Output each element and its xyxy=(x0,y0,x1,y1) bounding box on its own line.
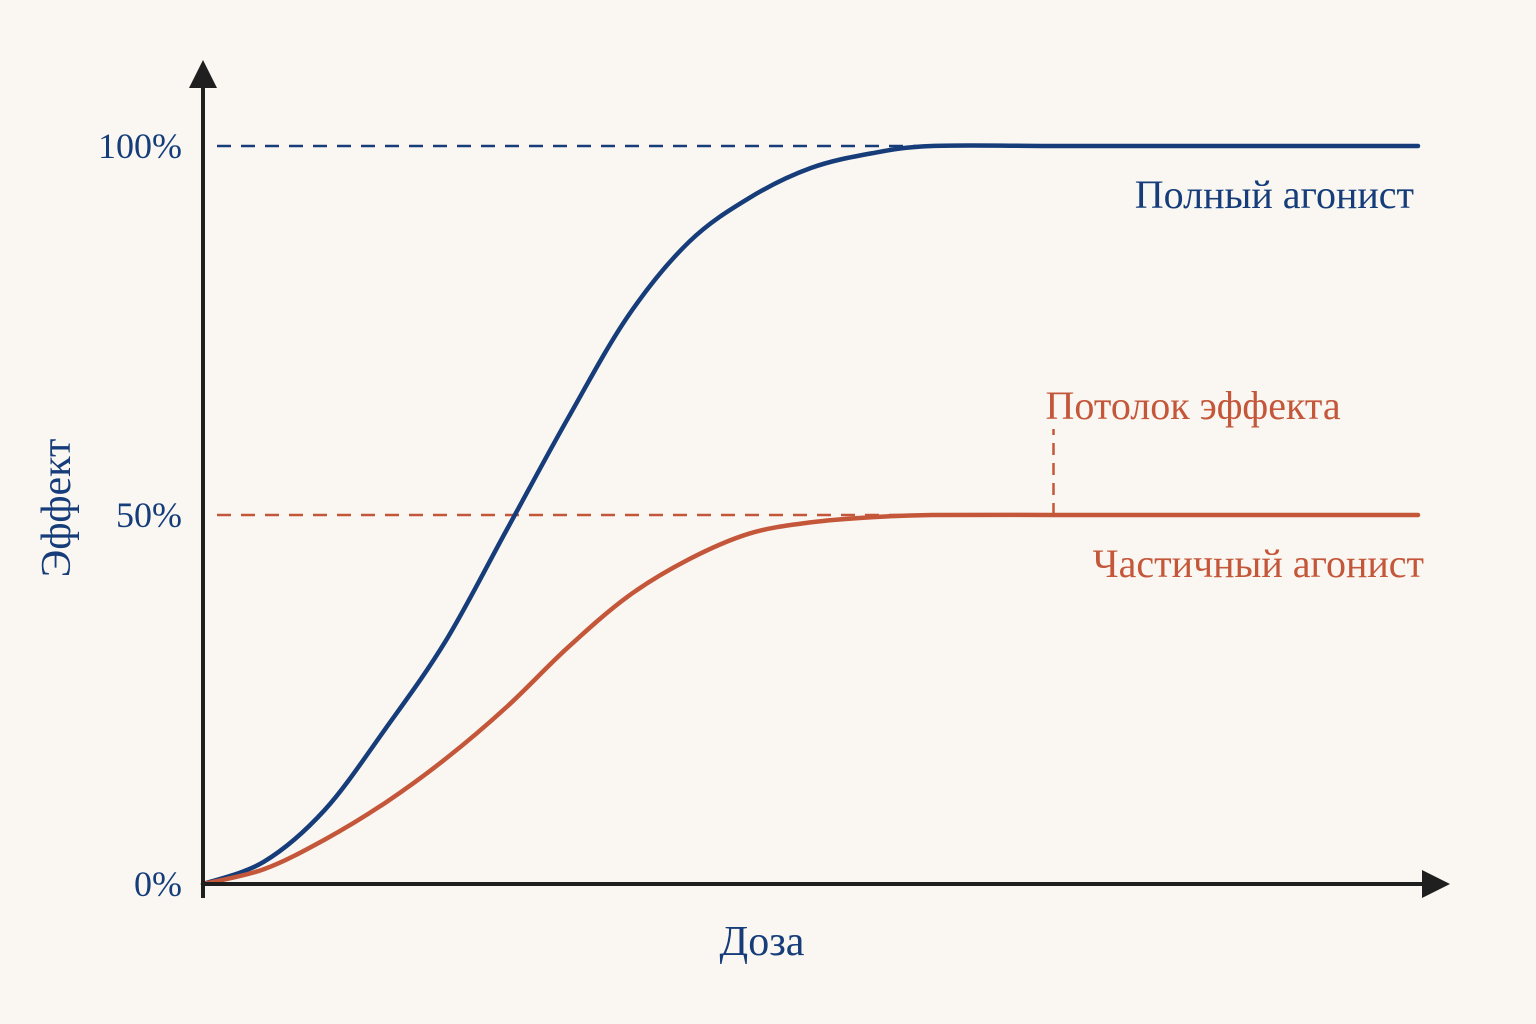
series-line-partial xyxy=(200,512,1421,887)
axes xyxy=(189,60,1450,898)
y-tick-labels: 0% 50% 100% xyxy=(98,126,182,904)
series-label-partial: Частичный агонист xyxy=(1093,541,1424,586)
series-label-full: Полный агонист xyxy=(1135,172,1414,217)
y-axis-title: Эффект xyxy=(34,439,80,578)
series-line-full xyxy=(200,143,1421,887)
y-tick-label: 100% xyxy=(98,126,182,166)
x-axis-title: Доза xyxy=(720,919,805,965)
series-layer xyxy=(200,143,1421,887)
y-axis-arrow-icon xyxy=(189,60,217,88)
x-axis-arrow-icon xyxy=(1422,870,1450,898)
annotations: Потолок эффекта xyxy=(1046,383,1341,515)
series-labels: Полный агонист Частичный агонист xyxy=(1093,172,1424,586)
y-tick-label: 50% xyxy=(116,495,182,535)
y-tick-label: 0% xyxy=(134,864,182,904)
annotation-label: Потолок эффекта xyxy=(1046,383,1341,428)
reference-lines xyxy=(217,144,1418,517)
